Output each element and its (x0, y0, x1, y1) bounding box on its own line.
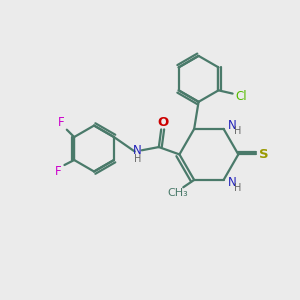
Text: H: H (134, 154, 141, 164)
Text: F: F (58, 116, 65, 129)
Text: S: S (259, 148, 268, 161)
Text: H: H (234, 183, 242, 193)
Text: H: H (234, 126, 242, 136)
Text: N: N (227, 176, 236, 189)
Text: N: N (133, 144, 142, 157)
Text: O: O (157, 116, 168, 129)
Text: CH₃: CH₃ (168, 188, 188, 198)
Text: N: N (227, 119, 236, 133)
Text: F: F (55, 165, 62, 178)
Text: Cl: Cl (236, 90, 247, 103)
